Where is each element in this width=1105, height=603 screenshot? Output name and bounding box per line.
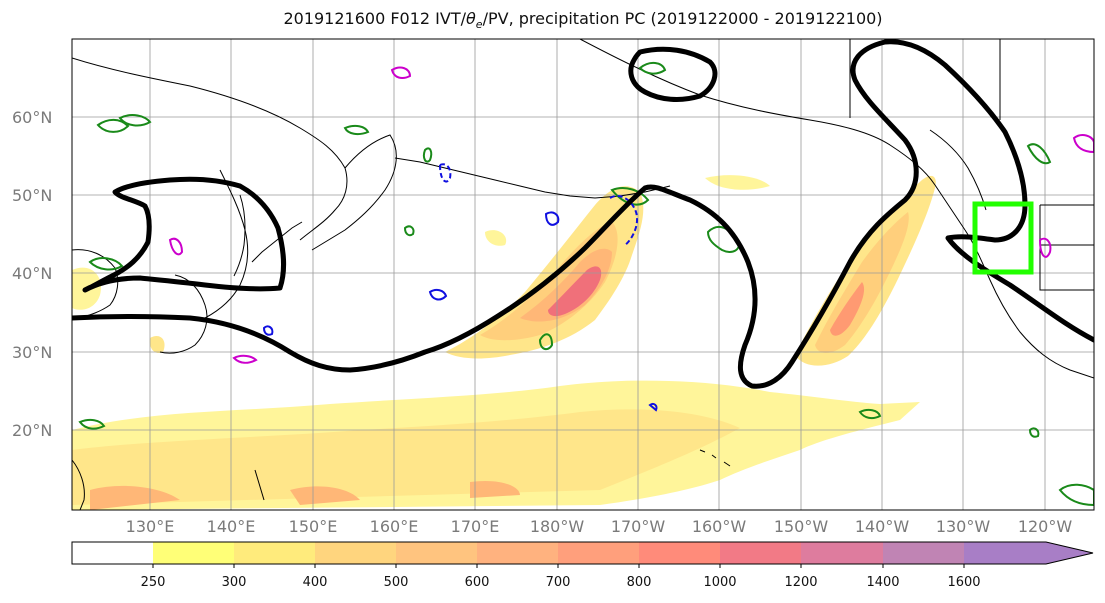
lon-label-170w: 170°W: [611, 517, 666, 536]
lon-label-170e: 170°E: [451, 517, 500, 536]
colorbar-label: 600: [465, 575, 490, 590]
colorbar-label: 250: [141, 575, 166, 590]
colorbar-extend-arrow: [964, 542, 1093, 564]
ivt-river-central-outer: [445, 186, 644, 359]
latitude-labels: 60°N 50°N 40°N 30°N 20°N: [12, 108, 52, 440]
colorbar-label: 300: [222, 575, 247, 590]
ivt-patch-north: [705, 175, 770, 190]
theta-e-contour-asia: [82, 176, 287, 293]
ivt-patch-south: [149, 335, 165, 354]
colorbar-segment: [396, 542, 477, 564]
lon-label-130w: 130°W: [936, 517, 991, 536]
colorbar-label: 1000: [703, 575, 736, 590]
lon-label-150e: 150°E: [289, 517, 338, 536]
ivt-tropical-band-inner: [72, 409, 740, 505]
colorbar-segment: [72, 542, 153, 564]
lon-label-180w: 180°W: [530, 517, 585, 536]
lon-label-160e: 160°E: [370, 517, 419, 536]
ivt-shading: [72, 175, 936, 510]
pv-contours-magenta: [168, 66, 1094, 364]
coast-korea: [72, 249, 119, 319]
colorbar-label: 700: [546, 575, 571, 590]
coast-kuril: [251, 221, 303, 263]
coast-sakhalin: [233, 194, 246, 277]
colorbar-segment: [720, 542, 801, 564]
map-panel: [72, 39, 1094, 510]
lat-label-60n: 60°N: [12, 108, 52, 127]
lat-label-20n: 20°N: [12, 421, 52, 440]
colorbar-segment: [639, 542, 720, 564]
pv-contours-green: [78, 62, 1094, 507]
colorbar-segment: [234, 542, 315, 564]
lat-label-40n: 40°N: [12, 264, 52, 283]
ivt-river-central-inner: [520, 248, 612, 322]
colorbar-label: 800: [627, 575, 652, 590]
colorbar: 250 300 400 500 600 700 800 1000 1200 14…: [71, 541, 1094, 590]
colorbar-segment: [153, 542, 234, 564]
theta-e-contour-arctic: [628, 46, 718, 102]
title-theta: θ: [466, 9, 476, 28]
colorbar-segment: [558, 542, 639, 564]
colorbar-segment: [315, 542, 396, 564]
theta-e-contour-main: [72, 39, 1094, 389]
theta-e-contours: [72, 39, 1094, 389]
ivt-river-central-core: [548, 266, 602, 317]
coast-philippines: [72, 459, 85, 510]
coast-okhotsk: [204, 169, 249, 319]
colorbar-label: 500: [384, 575, 409, 590]
colorbar-label: 1200: [784, 575, 817, 590]
coast-na-west: [964, 229, 1094, 379]
border-canada-provinces: [849, 39, 1001, 120]
lon-label-140e: 140°E: [207, 517, 256, 536]
coast-bc: [929, 129, 987, 211]
colorbar-segment: [801, 542, 883, 564]
coast-kamchatka: [311, 134, 397, 251]
coast-marianas: [254, 469, 265, 501]
title-suffix: /PV, precipitation PC (2019122000 - 2019…: [482, 9, 883, 28]
coast-alaska: [579, 39, 966, 231]
lat-label-30n: 30°N: [12, 343, 52, 362]
chart-title: 2019121600 F012 IVT/θe/PV, precipitation…: [0, 9, 1105, 31]
lat-label-50n: 50°N: [12, 186, 52, 205]
lon-label-160w: 160°W: [692, 517, 747, 536]
border-states-2: [1039, 245, 1094, 291]
colorbar-segment: [883, 542, 964, 564]
lon-label-140w: 140°W: [855, 517, 910, 536]
coast-hawaii: [699, 449, 731, 467]
lon-label-120w: 120°W: [1018, 517, 1073, 536]
colorbar-label: 1400: [866, 575, 899, 590]
ivt-tropical-band-core: [90, 480, 520, 510]
coastlines: [72, 39, 1094, 510]
title-prefix: 2019121600 F012 IVT/: [283, 9, 466, 28]
colorbar-ticks: [152, 564, 965, 568]
coast-asia-east: [72, 57, 348, 241]
target-region-box: [972, 201, 1034, 275]
colorbar-label: 400: [303, 575, 328, 590]
lon-label-130e: 130°E: [126, 517, 175, 536]
pv-contours-blue: [262, 163, 658, 412]
colorbar-label: 1600: [947, 575, 980, 590]
title-theta-sub: e: [475, 18, 483, 32]
map-frame: [71, 38, 1095, 511]
ivt-patch-mid: [485, 230, 507, 246]
ivt-river-eastern-inner: [830, 282, 865, 336]
colorbar-outline: [71, 541, 1094, 565]
lon-label-150w: 150°W: [774, 517, 829, 536]
longitude-labels: 130°E 140°E 150°E 160°E 170°E 180°W 170°…: [126, 517, 1073, 536]
colorbar-segment: [477, 542, 558, 564]
